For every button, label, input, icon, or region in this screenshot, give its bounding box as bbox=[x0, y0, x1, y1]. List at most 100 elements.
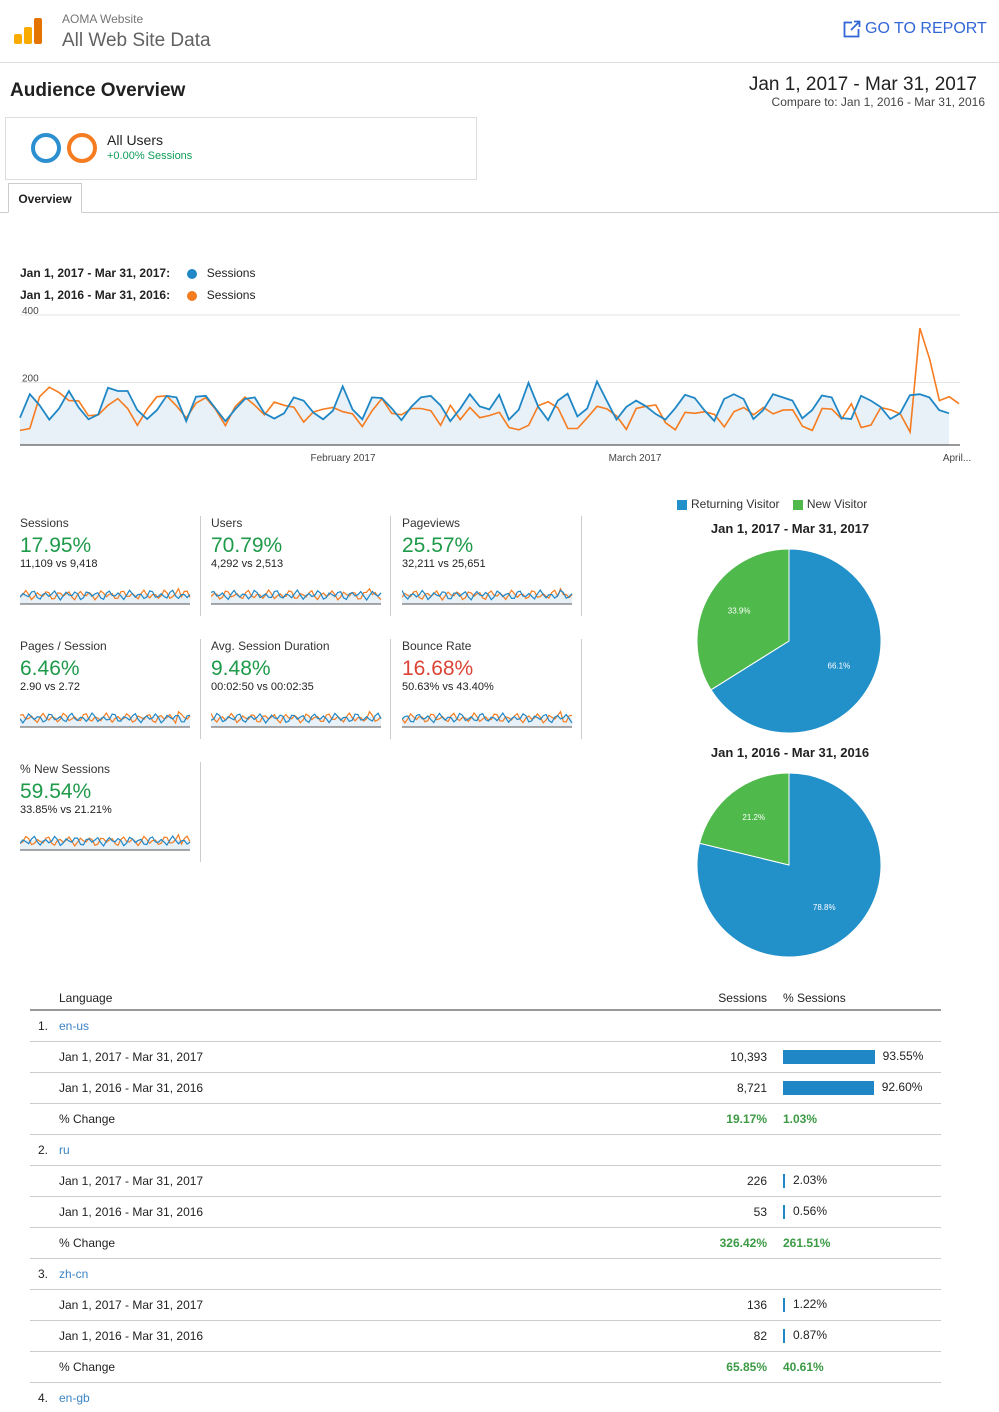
legend-previous-dot bbox=[187, 290, 198, 301]
metric-change: 25.57% bbox=[402, 534, 474, 557]
returning-visitor-label: Returning Visitor bbox=[691, 497, 780, 511]
metric-card[interactable]: Sessions 17.95% 11,109 vs 9,418 bbox=[20, 516, 200, 616]
segment-card[interactable] bbox=[5, 117, 477, 180]
segment-label: All Users bbox=[107, 132, 164, 148]
table-row: Jan 1, 2016 - Mar 31, 2016 82 0.87% bbox=[30, 1320, 941, 1352]
new-visitor-label: New Visitor bbox=[806, 497, 868, 511]
table-header-row: Language Sessions % Sessions bbox=[30, 986, 941, 1011]
sessions-value: 136 bbox=[661, 1289, 781, 1321]
row-label: Jan 1, 2017 - Mar 31, 2017 bbox=[30, 1289, 661, 1321]
metric-comparison: 11,109 vs 9,418 bbox=[20, 558, 98, 570]
sparkline-area bbox=[211, 594, 381, 604]
language-link[interactable]: ru bbox=[59, 1142, 70, 1157]
row-index: 1. bbox=[38, 1018, 49, 1033]
metric-card[interactable]: Pages / Session 6.46% 2.90 vs 2.72 bbox=[20, 639, 200, 739]
language-table: Language Sessions % Sessions 1. en-us Jan … bbox=[30, 986, 941, 1412]
change-row: % Change 65.85% 40.61% bbox=[30, 1351, 941, 1383]
language-cell: 3. zh-cn bbox=[30, 1258, 661, 1290]
compare-range: Compare to: Jan 1, 2016 - Mar 31, 2016 bbox=[771, 95, 985, 109]
pct-sessions-bar bbox=[783, 1204, 785, 1219]
pct-sessions-cell: 261.51% bbox=[781, 1227, 941, 1259]
metric-change: 17.95% bbox=[20, 534, 92, 557]
row-label: Jan 1, 2016 - Mar 31, 2016 bbox=[30, 1072, 661, 1104]
metric-change: 16.68% bbox=[402, 657, 474, 680]
language-row: 2. ru bbox=[30, 1134, 941, 1166]
account-name: AOMA Website bbox=[62, 12, 144, 26]
metric-divider bbox=[581, 639, 582, 739]
go-to-report-label: GO TO REPORT bbox=[865, 20, 987, 37]
segment-sessions-change: +0.00% Sessions bbox=[107, 150, 193, 162]
row-index: 3. bbox=[38, 1266, 49, 1281]
pct-sessions-cell: 1.03% bbox=[781, 1103, 941, 1135]
metric-name: Pageviews bbox=[402, 516, 461, 530]
metric-comparison: 2.90 vs 2.72 bbox=[20, 681, 80, 693]
metric-card[interactable]: Bounce Rate 16.68% 50.63% vs 43.40% bbox=[402, 639, 582, 739]
sessions-line-chart[interactable]: 400 200 February 2017 March 2017 April... bbox=[0, 305, 999, 470]
tab-divider bbox=[0, 212, 999, 213]
pct-sessions-cell: 0.56% bbox=[781, 1196, 941, 1228]
sessions-value: 326.42% bbox=[661, 1227, 781, 1259]
metric-card[interactable]: Avg. Session Duration 9.48% 00:02:50 vs 00… bbox=[211, 639, 391, 739]
metric-name: Sessions bbox=[20, 516, 69, 530]
tab-overview[interactable]: Overview bbox=[8, 183, 82, 213]
col-language[interactable]: Language bbox=[30, 986, 661, 1011]
sessions-value: 19.17% bbox=[661, 1103, 781, 1135]
empty-cell bbox=[781, 1258, 941, 1290]
pct-sessions-value: 2.03% bbox=[793, 1173, 828, 1188]
segment-rings-icon bbox=[31, 133, 97, 163]
sparkline-series bbox=[402, 587, 573, 602]
language-link[interactable]: en-us bbox=[59, 1018, 90, 1033]
table-row: Jan 1, 2016 - Mar 31, 2016 8,721 92.60% bbox=[30, 1072, 941, 1104]
pie-title-previous: Jan 1, 2016 - Mar 31, 2016 bbox=[710, 745, 870, 760]
col-sessions[interactable]: Sessions bbox=[661, 986, 781, 1011]
pct-sessions-cell: 92.60% bbox=[781, 1072, 941, 1104]
metric-divider bbox=[200, 639, 201, 739]
sparkline-series bbox=[20, 710, 191, 725]
pie-slice-new[interactable] bbox=[696, 548, 790, 691]
metric-name: Bounce Rate bbox=[402, 639, 472, 653]
empty-cell bbox=[661, 1258, 781, 1290]
sessions-value: 226 bbox=[661, 1165, 781, 1197]
metric-name: Pages / Session bbox=[20, 639, 107, 653]
metric-card[interactable]: % New Sessions 59.54% 33.85% vs 21.21% bbox=[20, 762, 200, 862]
sparkline-area bbox=[20, 840, 190, 850]
y-tick-label: 400 bbox=[22, 306, 39, 317]
sparkline-area bbox=[402, 717, 572, 727]
go-to-report-link[interactable]: GO TO REPORT bbox=[843, 20, 987, 38]
pct-sessions-cell: 93.55% bbox=[781, 1041, 941, 1073]
change-row: % Change 326.42% 261.51% bbox=[30, 1227, 941, 1259]
metric-divider bbox=[200, 762, 201, 862]
metric-sparkline bbox=[211, 710, 382, 728]
table-row: Jan 1, 2017 - Mar 31, 2017 226 2.03% bbox=[30, 1165, 941, 1197]
sparkline-series bbox=[20, 711, 191, 724]
metric-change: 59.54% bbox=[20, 780, 92, 803]
pct-sessions-value: 40.61% bbox=[783, 1359, 824, 1374]
date-range-picker[interactable]: Jan 1, 2017 - Mar 31, 2017 bbox=[748, 74, 977, 95]
pie-chart-previous[interactable]: 78.8% 21.2% bbox=[690, 768, 890, 964]
language-row: 3. zh-cn bbox=[30, 1258, 941, 1290]
sparkline-series bbox=[211, 589, 382, 602]
pie-chart-current[interactable]: 66.1% 33.9% bbox=[690, 544, 890, 740]
row-label: Jan 1, 2016 - Mar 31, 2016 bbox=[30, 1320, 661, 1352]
sparkline-series bbox=[211, 712, 382, 724]
row-label: % Change bbox=[30, 1351, 661, 1383]
pie-slice-new[interactable] bbox=[699, 772, 790, 866]
metric-card[interactable]: Pageviews 25.57% 32,211 vs 25,651 bbox=[402, 516, 582, 616]
metric-comparison: 00:02:50 vs 00:02:35 bbox=[211, 681, 314, 693]
legend-previous-series: Sessions bbox=[206, 288, 256, 302]
language-link[interactable]: en-gb bbox=[59, 1390, 90, 1405]
row-label: Jan 1, 2017 - Mar 31, 2017 bbox=[30, 1165, 661, 1197]
report-header bbox=[0, 0, 999, 63]
legend-current: Jan 1, 2017 - Mar 31, 2017: Sessions bbox=[20, 266, 255, 280]
metric-card[interactable]: Users 70.79% 4,292 vs 2,513 bbox=[211, 516, 391, 616]
pie-slice-returning[interactable] bbox=[710, 548, 882, 734]
metric-sparkline bbox=[211, 587, 382, 605]
pie-title-current: Jan 1, 2017 - Mar 31, 2017 bbox=[710, 521, 870, 536]
col-pct-sessions[interactable]: % Sessions bbox=[781, 986, 941, 1011]
pie-legend: Returning Visitor New Visitor bbox=[677, 497, 867, 511]
change-row: % Change 19.17% 1.03% bbox=[30, 1103, 941, 1135]
language-link[interactable]: zh-cn bbox=[59, 1266, 89, 1281]
table-row: Jan 1, 2017 - Mar 31, 2017 136 1.22% bbox=[30, 1289, 941, 1321]
x-tick-label: April... bbox=[943, 453, 971, 464]
metric-divider bbox=[200, 516, 201, 616]
